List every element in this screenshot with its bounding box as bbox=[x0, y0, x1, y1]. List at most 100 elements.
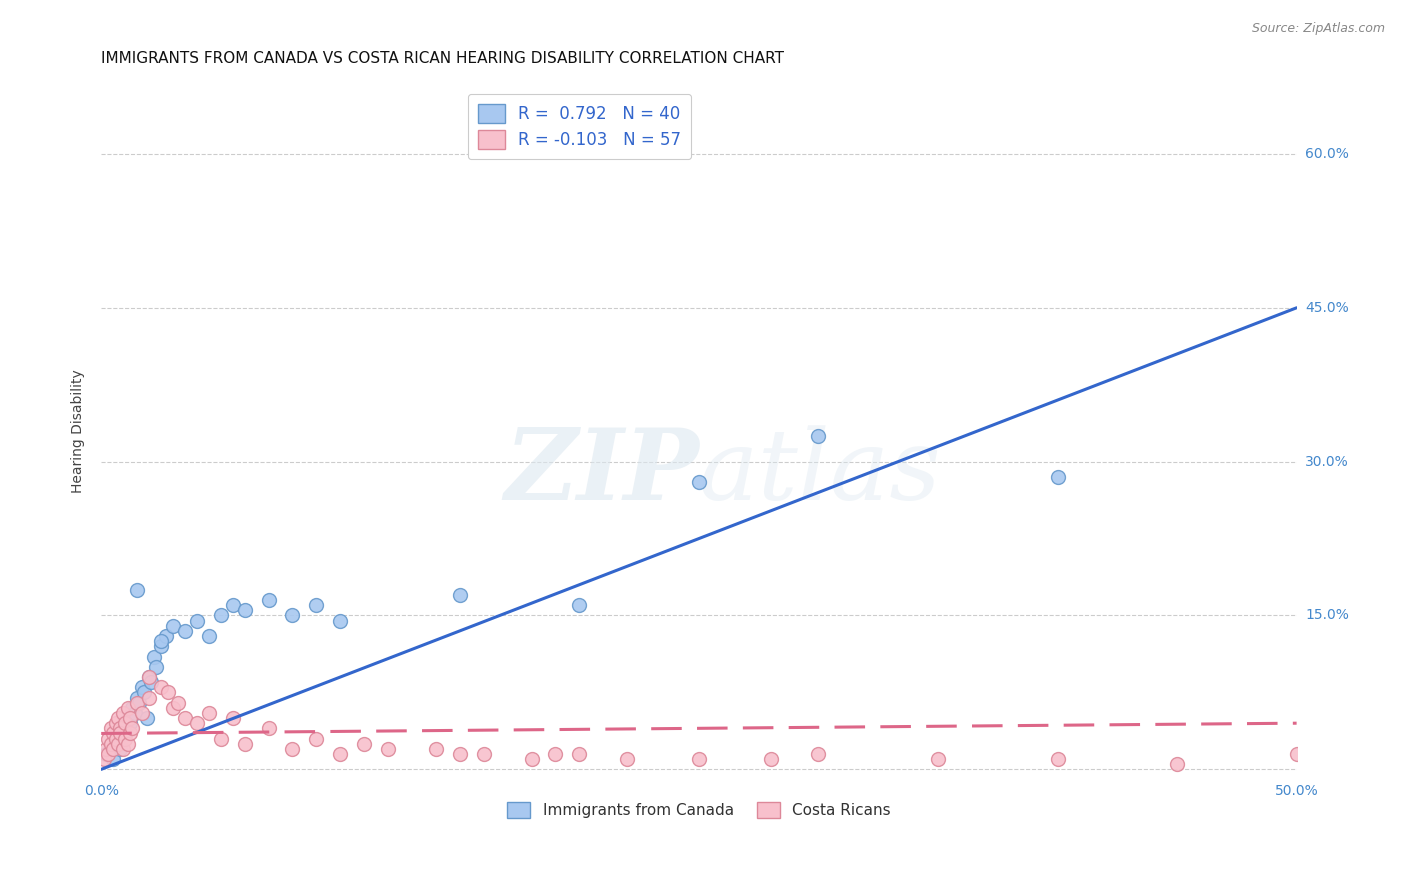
Point bbox=[100, 737, 122, 751]
Point bbox=[281, 608, 304, 623]
Point bbox=[121, 701, 143, 715]
Text: Source: ZipAtlas.com: Source: ZipAtlas.com bbox=[1251, 22, 1385, 36]
Point bbox=[1285, 747, 1308, 761]
Point bbox=[209, 731, 232, 746]
Point bbox=[166, 696, 188, 710]
Point bbox=[135, 711, 157, 725]
Point bbox=[759, 752, 782, 766]
Point bbox=[114, 726, 136, 740]
Point bbox=[97, 731, 120, 746]
Point bbox=[807, 747, 830, 761]
Point bbox=[198, 629, 221, 643]
Point bbox=[149, 681, 172, 695]
Point bbox=[157, 685, 180, 699]
Point bbox=[94, 742, 117, 756]
Point bbox=[141, 675, 163, 690]
Point bbox=[107, 737, 129, 751]
Text: ZIP: ZIP bbox=[503, 425, 699, 521]
Point bbox=[117, 711, 139, 725]
Point bbox=[222, 599, 245, 613]
Text: IMMIGRANTS FROM CANADA VS COSTA RICAN HEARING DISABILITY CORRELATION CHART: IMMIGRANTS FROM CANADA VS COSTA RICAN HE… bbox=[101, 51, 785, 66]
Point bbox=[138, 690, 160, 705]
Point bbox=[329, 747, 352, 761]
Point bbox=[107, 731, 129, 746]
Point bbox=[568, 599, 591, 613]
Point bbox=[118, 716, 141, 731]
Point bbox=[198, 706, 221, 720]
Point bbox=[688, 475, 710, 490]
Point bbox=[174, 711, 197, 725]
Point bbox=[118, 711, 141, 725]
Point bbox=[94, 747, 117, 761]
Point bbox=[118, 726, 141, 740]
Point bbox=[222, 711, 245, 725]
Point bbox=[110, 742, 132, 756]
Point bbox=[472, 747, 495, 761]
Point bbox=[93, 752, 115, 766]
Point bbox=[520, 752, 543, 766]
Legend: Immigrants from Canada, Costa Ricans: Immigrants from Canada, Costa Ricans bbox=[502, 796, 897, 824]
Point bbox=[353, 737, 375, 751]
Point bbox=[149, 634, 172, 648]
Point bbox=[305, 731, 328, 746]
Point bbox=[209, 608, 232, 623]
Point bbox=[927, 752, 949, 766]
Point bbox=[162, 701, 184, 715]
Point bbox=[257, 593, 280, 607]
Point bbox=[131, 681, 153, 695]
Point bbox=[138, 670, 160, 684]
Point bbox=[449, 588, 471, 602]
Point bbox=[131, 706, 153, 720]
Point bbox=[114, 731, 136, 746]
Point bbox=[111, 742, 134, 756]
Text: 15.0%: 15.0% bbox=[1305, 608, 1348, 623]
Point bbox=[186, 614, 208, 628]
Point bbox=[1166, 757, 1188, 772]
Point bbox=[305, 599, 328, 613]
Point bbox=[807, 429, 830, 443]
Point bbox=[162, 619, 184, 633]
Point bbox=[101, 752, 124, 766]
Point bbox=[329, 614, 352, 628]
Point bbox=[257, 722, 280, 736]
Point bbox=[125, 582, 148, 597]
Point bbox=[110, 722, 132, 736]
Point bbox=[125, 696, 148, 710]
Point bbox=[544, 747, 567, 761]
Point bbox=[134, 685, 156, 699]
Point bbox=[1046, 470, 1069, 484]
Point bbox=[688, 752, 710, 766]
Point bbox=[233, 603, 256, 617]
Point bbox=[149, 640, 172, 654]
Point bbox=[101, 726, 124, 740]
Point bbox=[125, 690, 148, 705]
Point bbox=[100, 722, 122, 736]
Point bbox=[107, 711, 129, 725]
Point bbox=[101, 742, 124, 756]
Point bbox=[174, 624, 197, 638]
Point bbox=[104, 716, 127, 731]
Point bbox=[97, 747, 120, 761]
Point bbox=[117, 701, 139, 715]
Point bbox=[111, 706, 134, 720]
Point bbox=[124, 706, 146, 720]
Point bbox=[233, 737, 256, 751]
Point bbox=[616, 752, 638, 766]
Point bbox=[377, 742, 399, 756]
Y-axis label: Hearing Disability: Hearing Disability bbox=[72, 369, 86, 492]
Point bbox=[121, 722, 143, 736]
Point bbox=[104, 731, 127, 746]
Point bbox=[568, 747, 591, 761]
Point bbox=[128, 696, 150, 710]
Point bbox=[1046, 752, 1069, 766]
Point bbox=[110, 726, 132, 740]
Point bbox=[142, 649, 165, 664]
Point bbox=[114, 716, 136, 731]
Text: atlas: atlas bbox=[699, 425, 942, 520]
Point bbox=[425, 742, 447, 756]
Text: 45.0%: 45.0% bbox=[1305, 301, 1348, 315]
Point bbox=[100, 737, 122, 751]
Text: 60.0%: 60.0% bbox=[1305, 147, 1348, 161]
Point bbox=[138, 670, 160, 684]
Point bbox=[117, 737, 139, 751]
